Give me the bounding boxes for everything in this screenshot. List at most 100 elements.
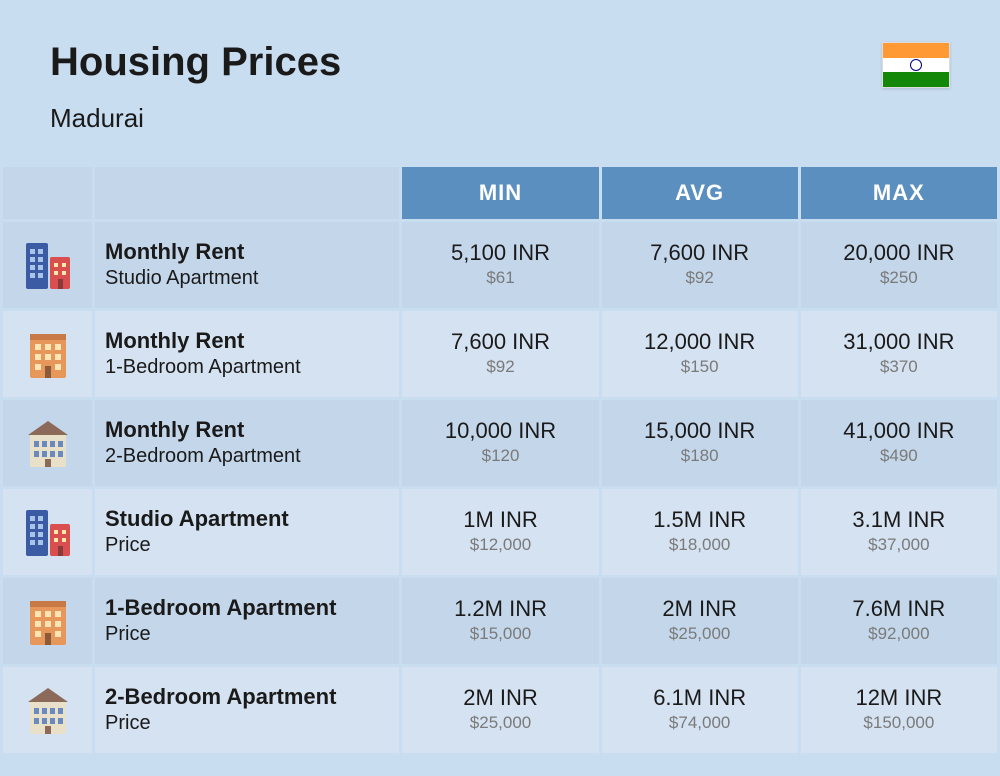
row-min-cell: 10,000 INR$120 (402, 400, 598, 486)
page-subtitle: Madurai (50, 103, 950, 134)
flag-saffron-stripe (883, 43, 949, 58)
row-label-sub: Price (105, 532, 399, 558)
orange-building-icon (20, 326, 76, 382)
flag-green-stripe (883, 72, 949, 87)
row-label-main: Monthly Rent (105, 239, 399, 265)
row-min-cell: 2M INR$25,000 (402, 667, 598, 753)
row-min-sub: $61 (486, 266, 514, 290)
row-label-sub: 1-Bedroom Apartment (105, 354, 399, 380)
row-icon-cell (3, 222, 92, 308)
row-max-sub: $490 (880, 444, 918, 468)
row-max-sub: $92,000 (868, 622, 929, 646)
row-min-sub: $120 (482, 444, 520, 468)
row-label-cell: Studio ApartmentPrice (95, 489, 399, 575)
row-avg-cell: 15,000 INR$180 (602, 400, 798, 486)
table-row: 2-Bedroom ApartmentPrice2M INR$25,0006.1… (3, 667, 997, 753)
row-label-main: 2-Bedroom Apartment (105, 684, 399, 710)
row-avg-sub: $25,000 (669, 622, 730, 646)
india-flag-icon (882, 42, 950, 88)
row-min-main: 1.2M INR (454, 596, 547, 622)
row-avg-sub: $18,000 (669, 533, 730, 557)
row-avg-main: 6.1M INR (653, 685, 746, 711)
row-max-cell: 41,000 INR$490 (801, 400, 997, 486)
row-min-main: 2M INR (463, 685, 538, 711)
house-building-icon (20, 682, 76, 738)
table-row: Studio ApartmentPrice1M INR$12,0001.5M I… (3, 489, 997, 575)
row-avg-cell: 2M INR$25,000 (602, 578, 798, 664)
table-row: Monthly RentStudio Apartment5,100 INR$61… (3, 222, 997, 308)
row-max-cell: 7.6M INR$92,000 (801, 578, 997, 664)
row-max-cell: 31,000 INR$370 (801, 311, 997, 397)
row-min-sub: $25,000 (470, 711, 531, 735)
tall-buildings-icon (20, 237, 76, 293)
row-label-sub: Price (105, 621, 399, 647)
row-label-cell: Monthly RentStudio Apartment (95, 222, 399, 308)
page-title: Housing Prices (50, 40, 950, 85)
row-avg-main: 2M INR (662, 596, 737, 622)
row-icon-cell (3, 489, 92, 575)
row-label-cell: 2-Bedroom ApartmentPrice (95, 667, 399, 753)
house-building-icon (20, 415, 76, 471)
header-avg: AVG (602, 167, 798, 219)
row-min-cell: 7,600 INR$92 (402, 311, 598, 397)
row-avg-cell: 12,000 INR$150 (602, 311, 798, 397)
row-avg-sub: $150 (681, 355, 719, 379)
row-min-main: 1M INR (463, 507, 538, 533)
row-avg-sub: $180 (681, 444, 719, 468)
flag-chakra-icon (910, 59, 922, 71)
row-label-main: Studio Apartment (105, 506, 399, 532)
row-label-sub: Price (105, 710, 399, 736)
row-label-cell: 1-Bedroom ApartmentPrice (95, 578, 399, 664)
orange-building-icon (20, 593, 76, 649)
table-row: Monthly Rent1-Bedroom Apartment7,600 INR… (3, 311, 997, 397)
row-min-cell: 5,100 INR$61 (402, 222, 598, 308)
flag-white-stripe (883, 58, 949, 73)
row-label-cell: Monthly Rent1-Bedroom Apartment (95, 311, 399, 397)
row-min-main: 7,600 INR (451, 329, 550, 355)
table-row: 1-Bedroom ApartmentPrice1.2M INR$15,0002… (3, 578, 997, 664)
header-min: MIN (402, 167, 598, 219)
row-min-main: 10,000 INR (445, 418, 556, 444)
table-header-row: MIN AVG MAX (3, 167, 997, 219)
row-max-sub: $250 (880, 266, 918, 290)
row-max-sub: $37,000 (868, 533, 929, 557)
row-max-cell: 20,000 INR$250 (801, 222, 997, 308)
table-row: Monthly Rent2-Bedroom Apartment10,000 IN… (3, 400, 997, 486)
row-label-main: Monthly Rent (105, 328, 399, 354)
row-avg-sub: $92 (685, 266, 713, 290)
row-avg-cell: 1.5M INR$18,000 (602, 489, 798, 575)
row-icon-cell (3, 578, 92, 664)
row-min-sub: $92 (486, 355, 514, 379)
row-avg-cell: 6.1M INR$74,000 (602, 667, 798, 753)
tall-buildings-icon (20, 504, 76, 560)
row-max-main: 20,000 INR (843, 240, 954, 266)
row-max-main: 31,000 INR (843, 329, 954, 355)
row-max-main: 41,000 INR (843, 418, 954, 444)
row-avg-main: 15,000 INR (644, 418, 755, 444)
header-max: MAX (801, 167, 997, 219)
row-max-main: 7.6M INR (852, 596, 945, 622)
row-label-main: 1-Bedroom Apartment (105, 595, 399, 621)
row-label-sub: Studio Apartment (105, 265, 399, 291)
row-max-sub: $370 (880, 355, 918, 379)
row-min-main: 5,100 INR (451, 240, 550, 266)
row-max-cell: 12M INR$150,000 (801, 667, 997, 753)
row-avg-main: 12,000 INR (644, 329, 755, 355)
row-avg-cell: 7,600 INR$92 (602, 222, 798, 308)
row-label-sub: 2-Bedroom Apartment (105, 443, 399, 469)
header-blank-icon (3, 167, 92, 219)
row-max-sub: $150,000 (863, 711, 934, 735)
row-icon-cell (3, 667, 92, 753)
row-min-cell: 1M INR$12,000 (402, 489, 598, 575)
row-min-cell: 1.2M INR$15,000 (402, 578, 598, 664)
row-icon-cell (3, 311, 92, 397)
row-avg-main: 7,600 INR (650, 240, 749, 266)
housing-prices-table: MIN AVG MAX Monthly RentStudio Apartment… (0, 164, 1000, 756)
row-max-main: 3.1M INR (852, 507, 945, 533)
row-min-sub: $12,000 (470, 533, 531, 557)
row-avg-sub: $74,000 (669, 711, 730, 735)
row-min-sub: $15,000 (470, 622, 531, 646)
page-header: Housing Prices Madurai (0, 0, 1000, 164)
row-avg-main: 1.5M INR (653, 507, 746, 533)
row-max-main: 12M INR (855, 685, 942, 711)
